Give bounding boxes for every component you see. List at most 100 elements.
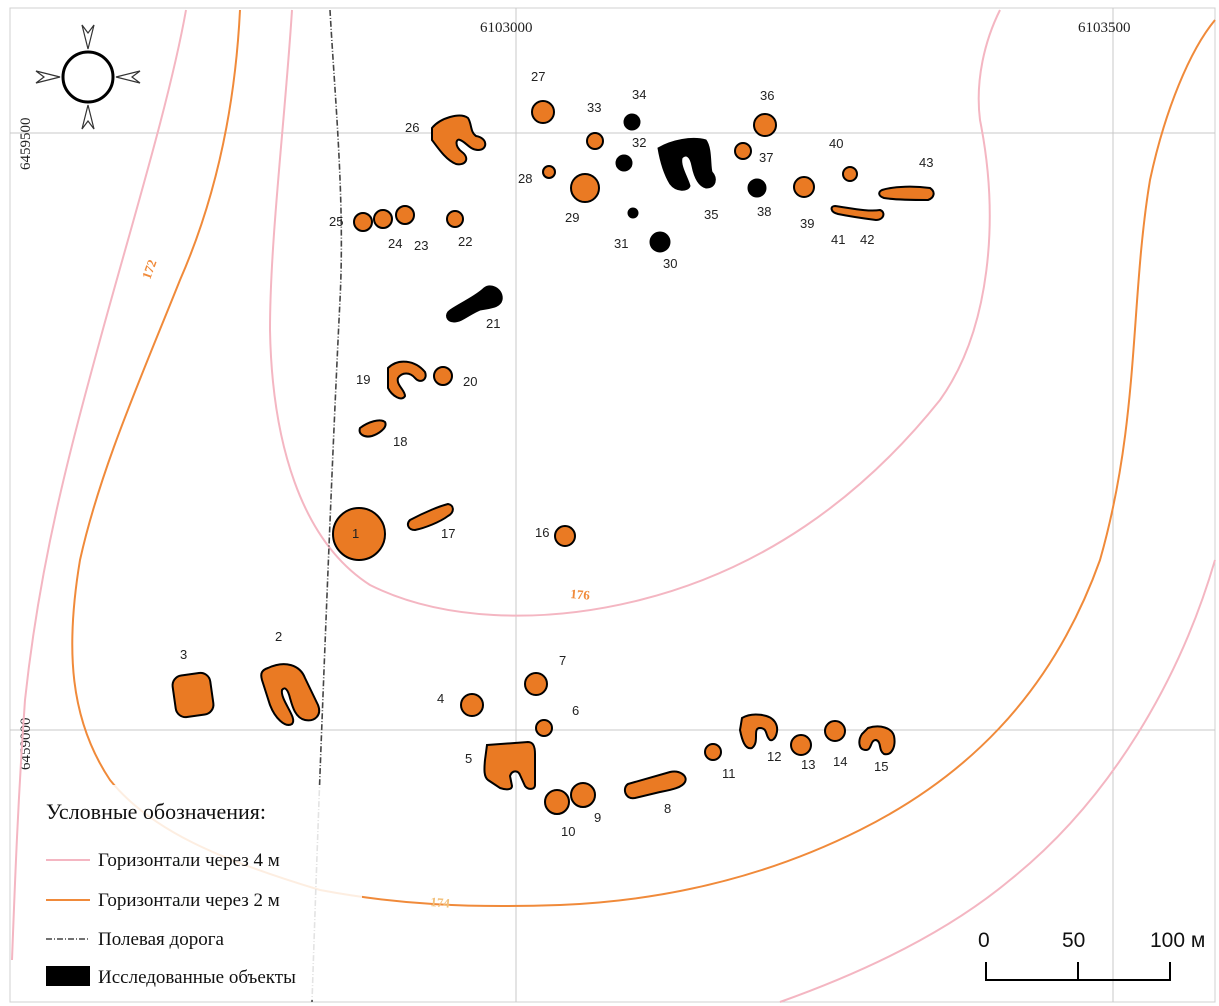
feature-32 bbox=[615, 154, 633, 172]
label-24: 24 bbox=[388, 236, 402, 251]
feature-12 bbox=[738, 713, 779, 750]
label-39: 39 bbox=[800, 216, 814, 231]
coord-label-x1: 6103000 bbox=[480, 20, 533, 36]
legend-swatch-black-box bbox=[46, 966, 90, 986]
feature-34 bbox=[623, 113, 641, 131]
feature-4 bbox=[460, 693, 484, 717]
feature-16 bbox=[554, 525, 576, 547]
feature-14 bbox=[824, 720, 846, 742]
map-frame bbox=[9, 7, 1216, 1003]
legend-title: Условные обозначения: bbox=[46, 799, 266, 824]
feature-5 bbox=[483, 740, 536, 791]
feature-7 bbox=[524, 672, 548, 696]
feature-13 bbox=[790, 734, 812, 756]
feature-24 bbox=[373, 209, 393, 229]
compass-east-arrow bbox=[115, 70, 141, 84]
label-22: 22 bbox=[458, 234, 472, 249]
feature-labels: 1 2 3 4 5 6 7 8 9 10 11 12 13 14 15 16 1… bbox=[180, 69, 933, 839]
feature-29 bbox=[570, 173, 600, 203]
feature-35 bbox=[657, 137, 716, 191]
label-34: 34 bbox=[632, 87, 646, 102]
label-37: 37 bbox=[759, 150, 773, 165]
feature-2 bbox=[260, 663, 321, 726]
legend-label-2m: Горизонтали через 2 м bbox=[98, 890, 280, 911]
label-41: 41 bbox=[831, 232, 845, 247]
label-8: 8 bbox=[664, 801, 671, 816]
feature-10 bbox=[544, 789, 570, 815]
label-7: 7 bbox=[559, 653, 566, 668]
label-4: 4 bbox=[437, 691, 444, 706]
compass-ring bbox=[61, 50, 115, 104]
feature-36 bbox=[753, 113, 777, 137]
feature-15 bbox=[858, 725, 896, 756]
feature-40 bbox=[842, 166, 858, 182]
feature-39 bbox=[793, 176, 815, 198]
feature-37 bbox=[734, 142, 752, 160]
scale-label-100: 100 м bbox=[1150, 929, 1205, 952]
feature-31 bbox=[627, 207, 639, 219]
feature-11 bbox=[704, 743, 722, 761]
contour-172 bbox=[11, 9, 187, 961]
contours-4m bbox=[11, 9, 1216, 1003]
label-1: 1 bbox=[352, 526, 359, 541]
label-16: 16 bbox=[535, 525, 549, 540]
label-29: 29 bbox=[565, 210, 579, 225]
feature-3 bbox=[171, 671, 215, 719]
label-30: 30 bbox=[663, 256, 677, 271]
feature-20 bbox=[433, 366, 453, 386]
feature-18 bbox=[358, 419, 387, 438]
feature-6 bbox=[535, 719, 553, 737]
feature-38 bbox=[747, 178, 767, 198]
legend-label-explored: Исследованные объекты bbox=[98, 967, 296, 988]
label-31: 31 bbox=[614, 236, 628, 251]
feature-41-42 bbox=[830, 204, 885, 222]
feature-22 bbox=[446, 210, 464, 228]
legend-label-4m: Горизонтали через 4 м bbox=[98, 850, 280, 871]
label-18: 18 bbox=[393, 434, 407, 449]
coord-label-y1: 6459500 bbox=[18, 118, 34, 171]
label-3: 3 bbox=[180, 647, 187, 662]
feature-19 bbox=[387, 360, 427, 400]
scale-label-0: 0 bbox=[978, 929, 990, 952]
contour-label-176: 176 bbox=[570, 586, 591, 603]
label-11: 11 bbox=[722, 766, 736, 781]
label-26: 26 bbox=[405, 120, 419, 135]
legend-background bbox=[22, 785, 362, 1000]
feature-23 bbox=[395, 205, 415, 225]
features-explored bbox=[446, 113, 767, 323]
feature-26 bbox=[431, 114, 487, 166]
contour-176 bbox=[268, 9, 1001, 617]
feature-21 bbox=[446, 285, 503, 323]
label-20: 20 bbox=[463, 374, 477, 389]
label-15: 15 bbox=[874, 759, 888, 774]
label-32: 32 bbox=[632, 135, 646, 150]
contour-174 bbox=[71, 9, 1216, 908]
label-10: 10 bbox=[561, 824, 575, 839]
contour-label-172: 172 bbox=[139, 258, 160, 281]
label-21: 21 bbox=[486, 316, 500, 331]
compass-rose-icon bbox=[35, 24, 141, 130]
label-19: 19 bbox=[356, 372, 370, 387]
label-14: 14 bbox=[833, 754, 847, 769]
contour-label-174: 174 bbox=[430, 894, 451, 911]
label-36: 36 bbox=[760, 88, 774, 103]
label-13: 13 bbox=[801, 757, 815, 772]
label-2: 2 bbox=[275, 629, 282, 644]
label-27: 27 bbox=[531, 69, 545, 84]
feature-43 bbox=[878, 185, 935, 202]
label-38: 38 bbox=[757, 204, 771, 219]
label-9: 9 bbox=[594, 810, 601, 825]
coordinate-grid bbox=[10, 8, 1215, 1002]
label-33: 33 bbox=[587, 100, 601, 115]
feature-30 bbox=[649, 231, 671, 253]
label-23: 23 bbox=[414, 238, 428, 253]
compass-south-arrow bbox=[81, 104, 95, 130]
feature-9 bbox=[570, 782, 596, 808]
compass-north-arrow bbox=[81, 24, 95, 50]
features-unexplored bbox=[171, 100, 935, 815]
contour-outer-4m bbox=[779, 559, 1216, 1003]
feature-28 bbox=[542, 165, 556, 179]
scale-bar: 0 50 100 м bbox=[978, 929, 1205, 981]
label-40: 40 bbox=[829, 136, 843, 151]
